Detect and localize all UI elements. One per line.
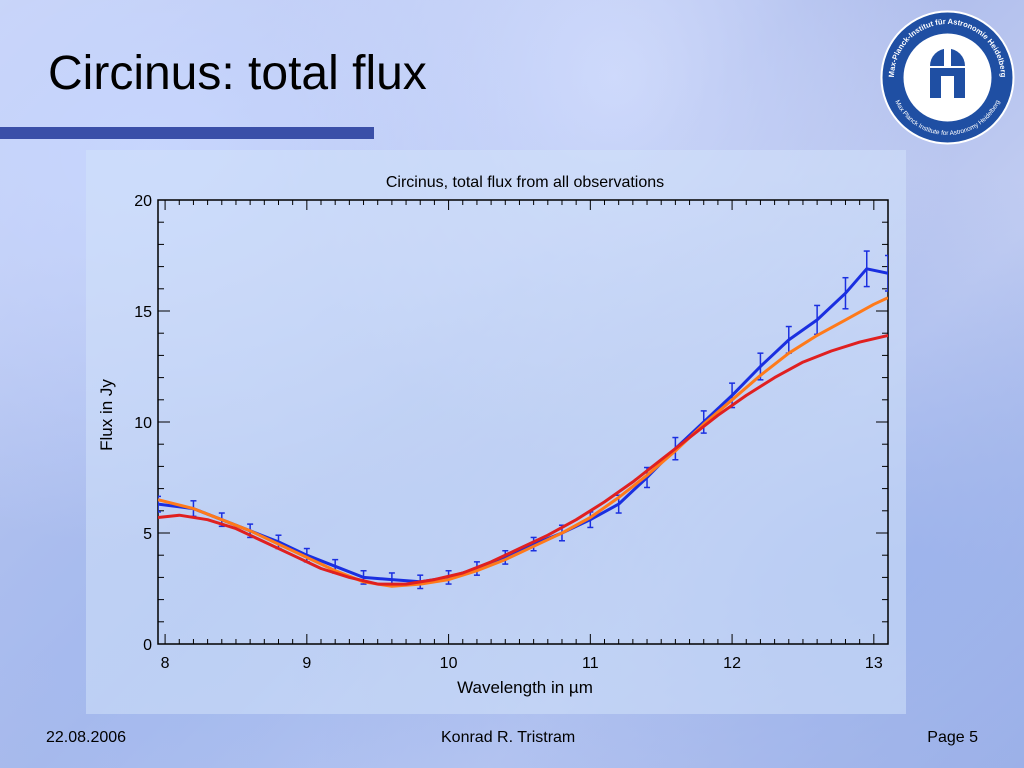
x-tick-label: 10 [440, 655, 458, 672]
footer-author: Konrad R. Tristram [441, 729, 576, 746]
axis-ticks [158, 199, 889, 645]
y-tick-label: 10 [134, 415, 152, 432]
x-tick-label: 8 [161, 655, 170, 672]
institute-logo: Max-Planck-Institut für Astronomie Heide… [880, 10, 1015, 145]
y-axis-label: Flux in Jy [97, 379, 116, 451]
data-series [158, 250, 888, 590]
x-axis-label: Wavelength in µm [457, 678, 593, 697]
x-tick-label: 13 [865, 655, 883, 672]
observatory-dome-icon [930, 48, 965, 98]
footer-date: 22.08.2006 [46, 729, 127, 746]
footer-page-number: Page 5 [927, 729, 978, 746]
flux-chart: Circinus, total flux from all observatio… [97, 174, 889, 697]
tick-labels: 8 9 10 11 12 13 0 5 10 15 20 [134, 193, 883, 672]
chart-title: Circinus, total flux from all observatio… [386, 174, 664, 191]
y-tick-label: 20 [134, 193, 152, 210]
y-tick-label: 0 [143, 637, 152, 654]
y-tick-label: 15 [134, 304, 152, 321]
plot-frame [157, 199, 889, 645]
x-tick-label: 11 [582, 655, 599, 672]
series-line-1 [158, 267, 888, 584]
series-line-2 [158, 296, 888, 588]
title-underline-bar [0, 127, 374, 139]
chart-panel: Circinus, total flux from all observatio… [86, 150, 906, 714]
y-tick-label: 5 [143, 526, 152, 543]
series-line-3 [158, 333, 888, 586]
x-tick-label: 9 [302, 655, 311, 672]
x-tick-label: 12 [723, 655, 741, 672]
slide-title: Circinus: total flux [48, 47, 427, 100]
